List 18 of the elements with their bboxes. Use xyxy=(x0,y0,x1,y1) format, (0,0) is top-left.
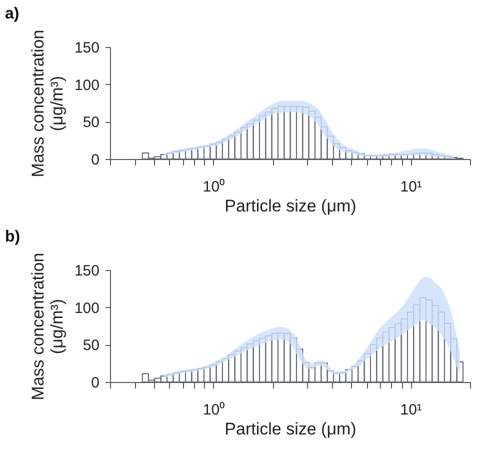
chart-title: b) xyxy=(5,228,20,246)
y-tick-label: 100 xyxy=(74,300,100,317)
x-tick-label: 10⁰ xyxy=(202,178,225,196)
x-tick-label: 10¹ xyxy=(400,402,422,418)
y-tick-label: 0 xyxy=(91,374,100,392)
x-tick-label: 10⁰ xyxy=(202,402,225,418)
x-tick-label: 10¹ xyxy=(400,178,422,196)
y-axis-title: Mass concentration (μg/m³) xyxy=(28,30,66,178)
chart-title: a) xyxy=(5,5,20,22)
y-tick-label: 50 xyxy=(82,337,100,354)
y-tick-label: 150 xyxy=(74,262,100,280)
y-axis-title: Mass concentration (μg/m³) xyxy=(28,252,66,400)
x-axis-title: Particle size (μm) xyxy=(224,196,356,216)
x-axis-title: Particle size (μm) xyxy=(224,420,356,438)
y-tick-label: 150 xyxy=(74,40,100,56)
y-tick-label: 100 xyxy=(74,76,100,94)
y-tick-label: 0 xyxy=(91,152,100,168)
y-tick-label: 50 xyxy=(82,114,100,132)
